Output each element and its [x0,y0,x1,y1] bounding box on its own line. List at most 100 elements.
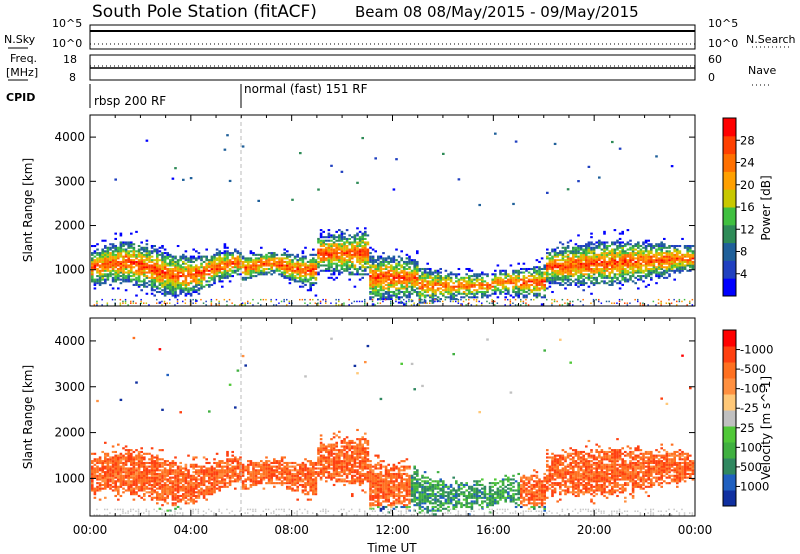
echo-cell [117,491,120,494]
echo-cell [481,273,484,276]
echo-cell [655,273,658,276]
echo-cell [171,259,175,262]
echo-cell [174,480,177,483]
echo-cell [405,278,409,281]
echo-cell [535,273,539,276]
echo-cell [525,276,528,279]
echo-cell [449,300,452,303]
echo-cell [639,269,643,272]
echo-cell [156,487,159,490]
echo-cell [618,243,622,246]
echo-cell [598,246,601,249]
echo-cell [200,255,203,258]
echo-cell [473,278,476,281]
echo-cell [174,280,177,283]
echo-cell [166,489,169,492]
echo-cell [192,487,195,490]
echo-cell [184,494,188,498]
echo-cell [179,271,182,274]
echo-cell [93,278,97,281]
echo-cell [616,260,619,263]
echo-cell [605,252,609,255]
echo-cell [135,478,138,481]
echo-cell [153,282,156,285]
echo-cell [377,257,380,260]
echo-cell [379,283,383,286]
echo-cell [410,259,414,262]
echo-cell [137,460,141,463]
echo-cell [179,255,182,258]
echo-cell [218,257,221,260]
echo-cell [436,300,439,303]
echo-cell [644,239,648,242]
echo-cell [223,266,227,269]
echo-cell [143,456,146,459]
echo-cell [468,285,471,288]
nsearch-tick-top: 10^5 [708,17,738,30]
echo-cell [382,271,385,274]
echo-cell [366,259,370,262]
echo-cell [104,514,106,516]
echo-cell [127,456,130,459]
echo-cell [348,267,351,271]
echo-cell [189,275,193,278]
echo-cell [624,259,627,262]
echo-cell [392,285,396,288]
echo-cell [280,259,284,262]
echo-cell [145,262,149,265]
echo-cell [174,496,177,499]
echo-cell [642,255,645,258]
echo-cell [382,300,384,303]
echo-cell [340,266,344,269]
echo-cell [338,269,341,272]
echo-cell [566,255,570,258]
echo-cell [317,253,320,256]
echo-cell [530,280,533,283]
echo-cell [184,474,188,477]
echo-cell [488,287,492,290]
echo-cell [200,276,203,279]
echo-cell [163,300,166,303]
echo-cell [611,267,614,271]
echo-cell [273,259,276,262]
echo-cell [135,474,138,477]
echo-cell [182,471,185,474]
echo-cell [218,269,221,272]
echo-cell [538,273,541,276]
echo-cell [327,236,331,239]
echo-cell [436,298,439,301]
echo-cell [132,450,136,454]
echo-cell [153,250,156,253]
echo-cell [215,259,219,262]
echo-cell [166,487,169,490]
echo-cell [119,275,123,278]
echo-cell [280,264,284,267]
echo-cell [156,287,159,290]
echo-cell [590,248,593,251]
echo-cell [340,259,344,262]
echo-cell [603,253,606,256]
echo-cell [457,278,461,281]
echo-cell [400,296,403,299]
echo-cell [111,269,115,272]
echo-cell [548,280,552,283]
cpid-segment-2: normal (fast) 151 RF [244,82,368,96]
echo-cell [418,301,422,304]
echo-cell [587,244,591,248]
echo-cell [117,458,120,461]
echo-cell [444,289,448,292]
echo-cell [135,276,138,279]
echo-cell [395,283,398,286]
echo-cell [379,266,383,269]
echo-cell [587,165,591,168]
echo-cell [358,236,362,239]
echo-cell [140,485,143,488]
echo-cell [621,250,624,253]
echo-cell [96,487,99,490]
echo-cell [429,283,432,286]
echo-cell [494,275,497,278]
echo-cell [587,269,591,272]
echo-cell [187,269,190,272]
echo-cell [338,273,341,276]
echo-cell [673,253,676,256]
